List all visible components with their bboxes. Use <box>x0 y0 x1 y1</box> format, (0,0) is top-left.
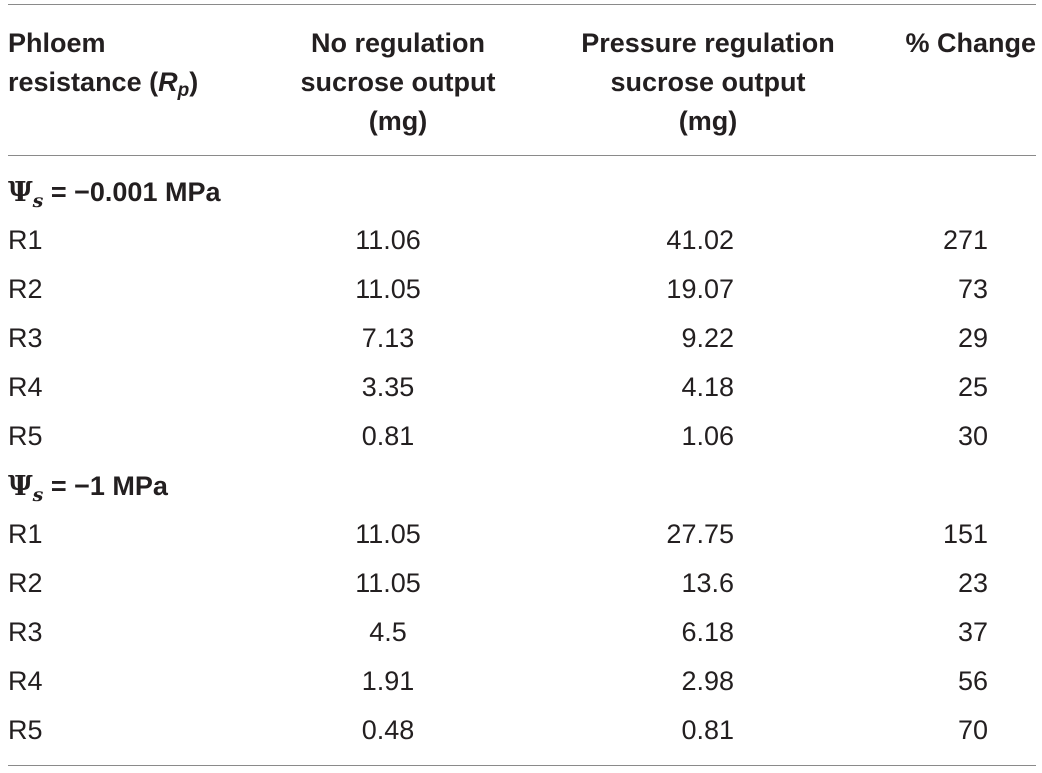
cell-pressure-regulation: 27.75 <box>666 519 734 549</box>
psi-subscript: s <box>32 484 44 506</box>
cell-no-regulation: 7.13 <box>361 323 415 353</box>
cell-resistance: R3 <box>8 323 43 353</box>
cell-pressure-regulation: 2.98 <box>681 666 734 696</box>
header-phloem-line2: resistance (Rp) <box>8 63 258 102</box>
cell-pressure-regulation: 13.6 <box>681 568 734 598</box>
cell-percent-change: 30 <box>957 421 988 451</box>
psi-symbol: Ψ <box>8 471 33 502</box>
header-pressure-regulation-line1: Pressure regulation <box>581 28 835 58</box>
table-row: R5 0.81 1.06 30 <box>8 419 1036 453</box>
table-bottom-rule <box>8 765 1036 766</box>
table-top-rule <box>8 4 1036 5</box>
table-row: R3 4.5 6.18 37 <box>8 615 1036 649</box>
cell-no-regulation: 11.05 <box>355 568 421 598</box>
cell-no-regulation: 0.48 <box>361 715 415 745</box>
header-phloem-suffix: ) <box>189 67 199 97</box>
table-header-rule <box>8 155 1036 156</box>
table-row: R1 11.06 41.02 271 <box>8 223 1036 257</box>
cell-no-regulation: 11.05 <box>355 274 421 304</box>
cell-resistance: R1 <box>8 519 43 549</box>
cell-percent-change: 271 <box>942 225 988 255</box>
group-heading-1: Ψs = −0.001 MPa <box>8 175 221 212</box>
cell-resistance: R3 <box>8 617 43 647</box>
cell-percent-change: 151 <box>942 519 988 549</box>
group-heading-2: Ψs = −1 MPa <box>8 469 168 506</box>
header-no-regulation-line3: (mg) <box>368 106 428 136</box>
header-no-regulation-line2: sucrose output <box>300 67 496 97</box>
cell-resistance: R2 <box>8 274 43 304</box>
table-row: R2 11.05 13.6 23 <box>8 566 1036 600</box>
cell-percent-change: 25 <box>957 372 988 402</box>
table-row: R5 0.48 0.81 70 <box>8 713 1036 747</box>
cell-percent-change: 23 <box>957 568 988 598</box>
cell-pressure-regulation: 41.02 <box>666 225 734 255</box>
header-phloem-subscript: p <box>177 80 190 101</box>
cell-resistance: R4 <box>8 372 43 402</box>
table-row: R4 1.91 2.98 56 <box>8 664 1036 698</box>
cell-pressure-regulation: 19.07 <box>666 274 734 304</box>
cell-no-regulation: 3.35 <box>361 372 415 402</box>
cell-percent-change: 73 <box>957 274 988 304</box>
cell-resistance: R5 <box>8 715 43 745</box>
header-pressure-regulation-line2: sucrose output <box>610 67 806 97</box>
cell-resistance: R1 <box>8 225 43 255</box>
table-row: R4 3.35 4.18 25 <box>8 370 1036 404</box>
cell-resistance: R4 <box>8 666 43 696</box>
cell-pressure-regulation: 6.18 <box>681 617 734 647</box>
cell-pressure-regulation: 0.81 <box>681 715 734 745</box>
header-phloem-prefix: resistance ( <box>8 67 159 97</box>
cell-percent-change: 29 <box>957 323 988 353</box>
group-heading-label: = −1 MPa <box>43 471 168 501</box>
cell-resistance: R5 <box>8 421 43 451</box>
header-phloem-resistance: Phloem resistance (Rp) <box>8 24 258 102</box>
cell-pressure-regulation: 4.18 <box>681 372 734 402</box>
group-heading-label: = −0.001 MPa <box>43 177 221 207</box>
header-phloem-line1: Phloem <box>8 28 106 58</box>
cell-pressure-regulation: 1.06 <box>681 421 734 451</box>
cell-no-regulation: 1.91 <box>361 666 415 696</box>
cell-percent-change: 56 <box>957 666 988 696</box>
header-percent-change-line1: % Change <box>905 28 1036 58</box>
table-row: R3 7.13 9.22 29 <box>8 321 1036 355</box>
cell-no-regulation: 0.81 <box>361 421 415 451</box>
cell-pressure-regulation: 9.22 <box>681 323 734 353</box>
cell-percent-change: 37 <box>957 617 988 647</box>
cell-resistance: R2 <box>8 568 43 598</box>
cell-no-regulation: 4.5 <box>369 617 407 647</box>
header-phloem-symbol: R <box>158 67 178 97</box>
header-no-regulation-line1: No regulation <box>311 28 485 58</box>
header-no-regulation: No regulation sucrose output (mg) <box>278 24 518 141</box>
header-pressure-regulation: Pressure regulation sucrose output (mg) <box>548 24 868 141</box>
psi-symbol: Ψ <box>8 177 33 208</box>
psi-subscript: s <box>32 190 44 212</box>
cell-no-regulation: 11.05 <box>355 519 421 549</box>
cell-no-regulation: 11.06 <box>355 225 421 255</box>
table-row: R2 11.05 19.07 73 <box>8 272 1036 306</box>
table-row: R1 11.05 27.75 151 <box>8 517 1036 551</box>
cell-percent-change: 70 <box>957 715 988 745</box>
header-pressure-regulation-line3: (mg) <box>678 106 738 136</box>
header-percent-change: % Change <box>868 24 1036 63</box>
